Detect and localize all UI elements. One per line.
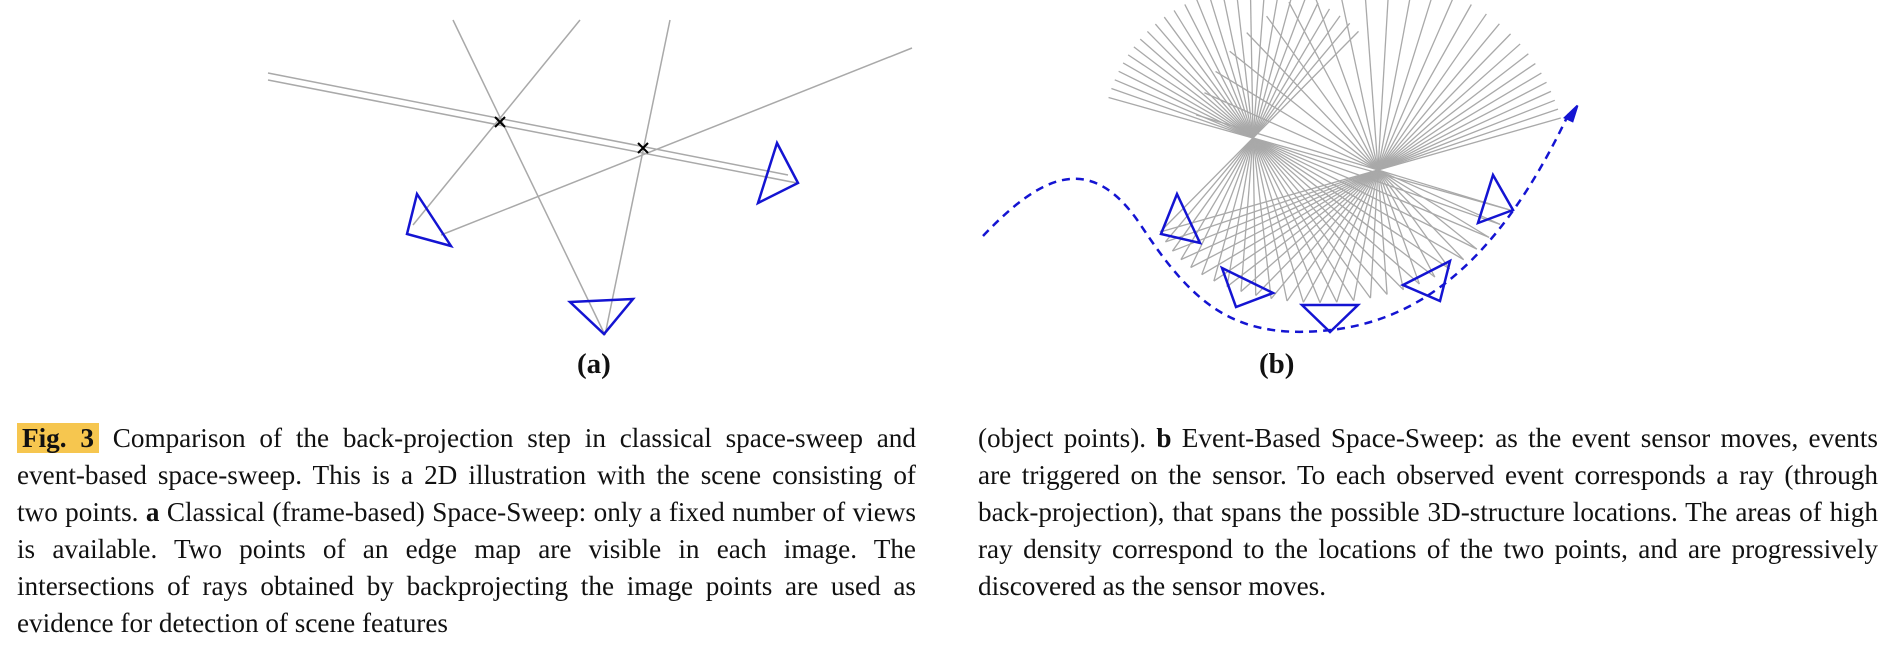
ray bbox=[1108, 96, 1511, 211]
ray bbox=[1266, 15, 1451, 270]
ray bbox=[1163, 16, 1371, 299]
camera-triangle-icon bbox=[1476, 171, 1515, 226]
ray bbox=[1286, 13, 1487, 302]
scene-points-a bbox=[494, 116, 649, 154]
subfig-b-marker: b bbox=[1156, 423, 1172, 453]
figure-panel-a bbox=[267, 19, 913, 336]
caption-paragraph: Fig. 3 Comparison of the back-projection… bbox=[17, 420, 916, 642]
cameras-a bbox=[405, 139, 800, 336]
caption-column-left: Fig. 3 Comparison of the back-projection… bbox=[17, 420, 916, 642]
ray bbox=[1229, 50, 1478, 250]
ray bbox=[1210, 0, 1304, 303]
ray bbox=[1184, 4, 1338, 303]
ray bbox=[1114, 79, 1490, 238]
ray bbox=[1146, 31, 1404, 291]
ray bbox=[1341, 0, 1405, 290]
camera-triangle-icon bbox=[566, 297, 636, 336]
ray bbox=[1246, 32, 1465, 261]
figure-panel-b bbox=[982, 0, 1579, 334]
ray bbox=[440, 47, 913, 236]
subfig-a-marker: a bbox=[145, 497, 160, 527]
ray bbox=[1133, 46, 1436, 278]
ray bbox=[267, 79, 798, 184]
scene-point-cross-icon bbox=[494, 116, 506, 128]
camera-trajectory bbox=[982, 110, 1572, 334]
ray bbox=[1270, 23, 1500, 300]
caption-text: (object points). bbox=[978, 423, 1157, 453]
cameras-b bbox=[1159, 171, 1515, 334]
rays-a bbox=[267, 19, 913, 336]
ray bbox=[1369, 0, 1389, 299]
ray bbox=[267, 72, 789, 176]
caption-column-right: (object points). b Event-Based Space-Swe… bbox=[978, 420, 1878, 605]
ray bbox=[1215, 70, 1490, 238]
ray bbox=[1195, 114, 1511, 211]
ray bbox=[1111, 87, 1501, 225]
scene-point-cross-icon bbox=[637, 142, 649, 154]
trajectory-arrowhead-icon bbox=[1563, 104, 1579, 123]
camera-triangle-icon bbox=[405, 190, 454, 249]
caption-text: Event-Based Space-Sweep: as the event se… bbox=[978, 423, 1878, 601]
ray bbox=[1319, 0, 1453, 304]
ray bbox=[1173, 10, 1355, 302]
ray bbox=[1364, 0, 1388, 295]
camera-triangle-icon bbox=[1159, 190, 1203, 245]
ray bbox=[1353, 0, 1411, 301]
caption-paragraph: (object points). b Event-Based Space-Swe… bbox=[978, 420, 1878, 605]
ray bbox=[1204, 92, 1501, 225]
ray bbox=[1302, 4, 1472, 303]
panel-label-b: (b) bbox=[1259, 348, 1295, 380]
camera-triangle-icon bbox=[1400, 258, 1452, 303]
ray bbox=[1315, 0, 1421, 285]
ray bbox=[604, 19, 671, 336]
figure-tag: Fig. 3 bbox=[17, 423, 99, 453]
ray bbox=[1180, 90, 1552, 261]
ray bbox=[1172, 99, 1555, 252]
ray bbox=[1122, 62, 1464, 261]
caption-text: Comparison of the back-projection step i… bbox=[17, 423, 916, 527]
ray bbox=[1196, 0, 1321, 303]
ray bbox=[1127, 54, 1450, 270]
ray bbox=[1159, 30, 1359, 233]
caption-text: Classical (frame-based) Space-Sweep: onl… bbox=[17, 497, 916, 638]
ray bbox=[1223, 0, 1288, 302]
rays-b bbox=[1108, 0, 1561, 304]
ray bbox=[1288, 1, 1436, 278]
ray bbox=[412, 19, 581, 226]
ray bbox=[452, 19, 606, 336]
ray bbox=[1118, 70, 1478, 250]
camera-triangle-icon bbox=[1219, 265, 1277, 309]
ray bbox=[1154, 23, 1388, 295]
camera-triangle-icon bbox=[1298, 303, 1362, 334]
ray bbox=[1336, 0, 1432, 303]
ray bbox=[1139, 38, 1420, 285]
camera-triangle-icon bbox=[755, 139, 800, 206]
panel-label-a: (a) bbox=[577, 348, 611, 380]
